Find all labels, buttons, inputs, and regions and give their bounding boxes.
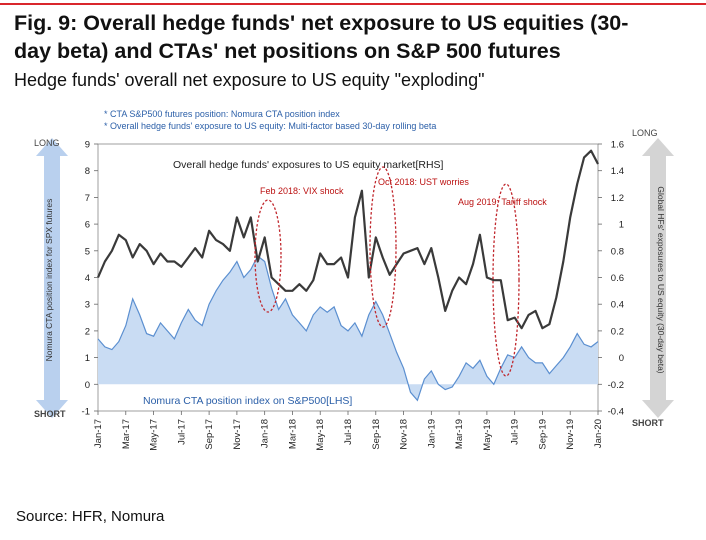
x-tick-label: Nov-19 xyxy=(565,419,576,450)
left-tick-label: 6 xyxy=(85,220,90,231)
short-label-left: SHORT xyxy=(34,409,66,419)
right-tick-label: 0.6 xyxy=(611,273,624,284)
top-accent-rule xyxy=(0,3,706,5)
left-arrow-up-head xyxy=(36,138,68,156)
right-tick-label: 1.4 xyxy=(611,166,624,177)
x-tick-label: May-18 xyxy=(315,419,326,451)
figure-title-line-2: day beta) and CTAs' net positions on S&P… xyxy=(14,39,561,63)
x-tick-label: Sep-19 xyxy=(537,419,548,450)
right-tick-label: 1 xyxy=(619,220,624,231)
legend-cta: * CTA S&P500 futures position: Nomura CT… xyxy=(104,109,340,119)
right-tick-label: 0 xyxy=(619,353,624,364)
source-note: Source: HFR, Nomura xyxy=(16,508,165,525)
x-tick-label: May-19 xyxy=(482,419,493,451)
x-tick-label: Mar-18 xyxy=(287,419,298,449)
right-tick-label: 0.8 xyxy=(611,246,624,257)
x-tick-label: Jan-20 xyxy=(593,419,604,448)
x-tick-label: Jul-18 xyxy=(343,419,354,445)
right-tick-label: 0.4 xyxy=(611,300,624,311)
x-axis-ticks: Jan-17 Mar-17 May-17 Jul-17 Sep-17 Nov-17 Jan-… xyxy=(93,411,604,451)
hedge-fund-line xyxy=(96,149,599,330)
x-tick-label: Jan-18 xyxy=(260,419,271,448)
figure-subtitle: Hedge funds' overall net exposure to US … xyxy=(14,70,485,90)
long-label-left: LONG xyxy=(34,138,60,148)
left-tick-label: 9 xyxy=(85,140,90,151)
right-arrow-shaft xyxy=(650,154,666,402)
right-tick-label: 1.6 xyxy=(611,140,624,151)
left-tick-label: 2 xyxy=(85,326,90,337)
annotation-ust-worries: Oct 2018: UST worries xyxy=(378,177,469,187)
cta-area-outline xyxy=(97,255,599,402)
right-tick-label: -0.2 xyxy=(608,380,624,391)
left-tick-label: 3 xyxy=(85,300,90,311)
annotation-ellipse-vix xyxy=(254,199,282,313)
short-label-right: SHORT xyxy=(632,418,664,428)
chart-container: Nomura CTA position index for SPX future… xyxy=(28,104,682,474)
x-tick-label: Jan-19 xyxy=(426,419,437,448)
hedge-fund-line-series xyxy=(96,149,599,330)
area-series-label: Nomura CTA position index on S&P500[LHS] xyxy=(143,395,352,407)
x-tick-label: Nov-18 xyxy=(399,419,410,450)
x-tick-label: Jul-19 xyxy=(510,419,521,445)
left-tick-label: 0 xyxy=(85,380,90,391)
left-axis-ticks: -1 0 1 2 3 4 5 6 7 8 9 xyxy=(82,140,98,418)
right-long-short-arrow: Global HFs' exposures to US equity (30-d… xyxy=(642,138,674,418)
left-tick-label: 8 xyxy=(85,166,90,177)
annotation-ellipse-tariff xyxy=(492,183,520,377)
x-tick-label: Jan-17 xyxy=(93,419,104,448)
x-tick-label: May-17 xyxy=(149,419,160,451)
right-arrow-up-head xyxy=(642,138,674,156)
long-label-right: LONG xyxy=(632,128,658,138)
figure-title-line-1: Fig. 9: Overall hedge funds' net exposur… xyxy=(14,11,629,35)
legend-hedge-funds: * Overall hedge funds' exposure to US eq… xyxy=(104,121,436,131)
left-tick-label: -1 xyxy=(82,407,90,418)
annotation-ellipse-ust xyxy=(369,166,397,328)
left-tick-label: 4 xyxy=(85,273,90,284)
right-axis-ticks: -0.4 -0.2 0 0.2 0.4 0.6 0.8 1 1.2 1.4 1.6 xyxy=(598,140,624,418)
x-tick-label: Sep-17 xyxy=(204,419,215,450)
left-tick-label: 5 xyxy=(85,246,90,257)
right-arrow-down-head xyxy=(642,400,674,418)
plot-area: -1 0 1 2 3 4 5 6 7 8 9 -0.4 -0.2 0 0.2 0.4 0.6 0.8 1 1.2 1.… xyxy=(82,140,624,451)
right-axis-title: Global HFs' exposures to US equity (30-d… xyxy=(656,186,666,373)
left-tick-label: 7 xyxy=(85,193,90,204)
line-series-label: Overall hedge funds' exposures to US equ… xyxy=(173,159,444,171)
x-tick-label: Jul-17 xyxy=(176,419,187,445)
x-tick-label: Mar-19 xyxy=(454,419,465,449)
annotation-tariff-shock: Aug 2019: Tariff shock xyxy=(458,197,547,207)
cta-area-fill xyxy=(98,256,598,401)
cta-area-series xyxy=(97,255,599,402)
chart-svg: Nomura CTA position index for SPX future… xyxy=(34,109,674,451)
right-tick-label: 1.2 xyxy=(611,193,624,204)
left-arrow-shaft xyxy=(44,154,60,402)
right-tick-label: 0.2 xyxy=(611,326,624,337)
left-tick-label: 1 xyxy=(85,353,90,364)
left-axis-title: Nomura CTA position index for SPX future… xyxy=(44,199,54,362)
x-tick-label: Nov-17 xyxy=(232,419,243,450)
annotation-vix-shock: Feb 2018: VIX shock xyxy=(260,186,344,196)
right-tick-label: -0.4 xyxy=(608,407,624,418)
x-tick-label: Mar-17 xyxy=(121,419,132,449)
figure-title: Fig. 9: Overall hedge funds' net exposur… xyxy=(14,9,694,65)
left-long-short-arrow: Nomura CTA position index for SPX future… xyxy=(36,138,68,418)
left-arrow-down-head xyxy=(36,400,68,418)
x-tick-label: Sep-18 xyxy=(371,419,382,450)
